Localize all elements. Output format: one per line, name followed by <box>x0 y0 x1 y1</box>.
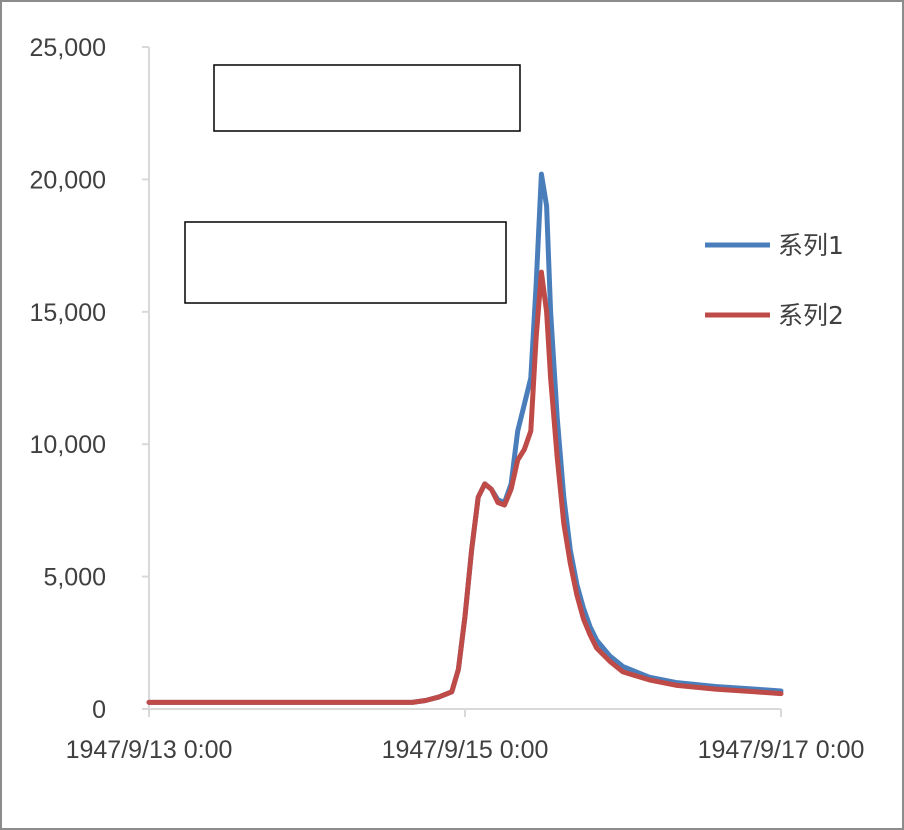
legend-label-series1: 系列1 <box>778 231 844 260</box>
series-line-2 <box>146 269 784 705</box>
legend-label-series2: 系列2 <box>778 301 844 330</box>
y-tick-label: 20,000 <box>30 166 106 194</box>
y-tick-label: 10,000 <box>30 431 106 459</box>
x-tick-label: 1947/9/17 0:00 <box>698 736 865 764</box>
y-tick-label: 5,000 <box>43 564 106 592</box>
y-tick-label: 0 <box>92 696 106 724</box>
legend: 系列1 系列2 <box>705 231 844 330</box>
y-tick-label: 25,000 <box>30 34 106 62</box>
redaction-box-top <box>213 64 521 132</box>
y-tick-label: 15,000 <box>30 299 106 327</box>
redaction-box-middle <box>184 221 507 304</box>
x-tick-label: 1947/9/15 0:00 <box>382 736 549 764</box>
x-tick-label: 1947/9/13 0:00 <box>66 736 233 764</box>
